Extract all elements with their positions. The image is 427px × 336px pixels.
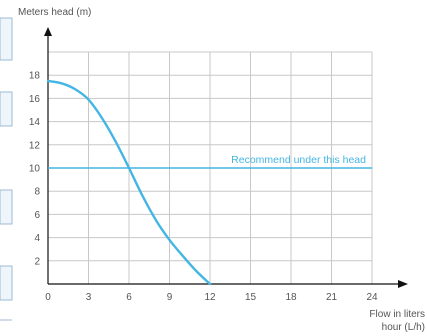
y-tick-label: 2 [34, 256, 40, 267]
y-tick-label: 4 [34, 233, 40, 244]
x-axis-title-line1: Flow in liters [369, 309, 425, 320]
axes [44, 27, 408, 288]
y-tick-label: 6 [34, 210, 40, 221]
x-tick-label: 9 [167, 292, 173, 303]
panel-fragment [0, 91, 13, 127]
panel-fragment [0, 189, 13, 225]
x-tick-label: 12 [204, 292, 216, 303]
y-tick-label: 10 [29, 164, 41, 175]
y-tick-label: 8 [34, 187, 40, 198]
x-tick-label: 3 [86, 292, 92, 303]
panel-fragment [0, 17, 13, 61]
y-axis-arrow [44, 27, 52, 36]
x-tick-label: 15 [245, 292, 257, 303]
reference-line-group: Recommend under this head [48, 154, 372, 169]
series-line [46, 79, 212, 286]
y-axis-title: Meters head (m) [18, 7, 91, 18]
y-tick-label: 18 [29, 71, 41, 82]
x-axis-title-line2: hour (L/h) [382, 322, 425, 333]
x-tick-label: 6 [126, 292, 132, 303]
series-group [46, 79, 212, 286]
x-tick-label: 24 [366, 292, 378, 303]
reference-line-label: Recommend under this head [231, 154, 366, 166]
x-tick-label: 21 [326, 292, 338, 303]
panel-fragment [0, 265, 13, 301]
left-panel-fragments [0, 17, 13, 321]
x-axis-arrow [398, 280, 408, 288]
y-tick-label: 16 [29, 94, 41, 105]
x-tick-label: 0 [45, 292, 51, 303]
y-tick-label: 14 [29, 117, 41, 128]
x-tick-label: 18 [285, 292, 297, 303]
y-tick-label: 12 [29, 140, 41, 151]
